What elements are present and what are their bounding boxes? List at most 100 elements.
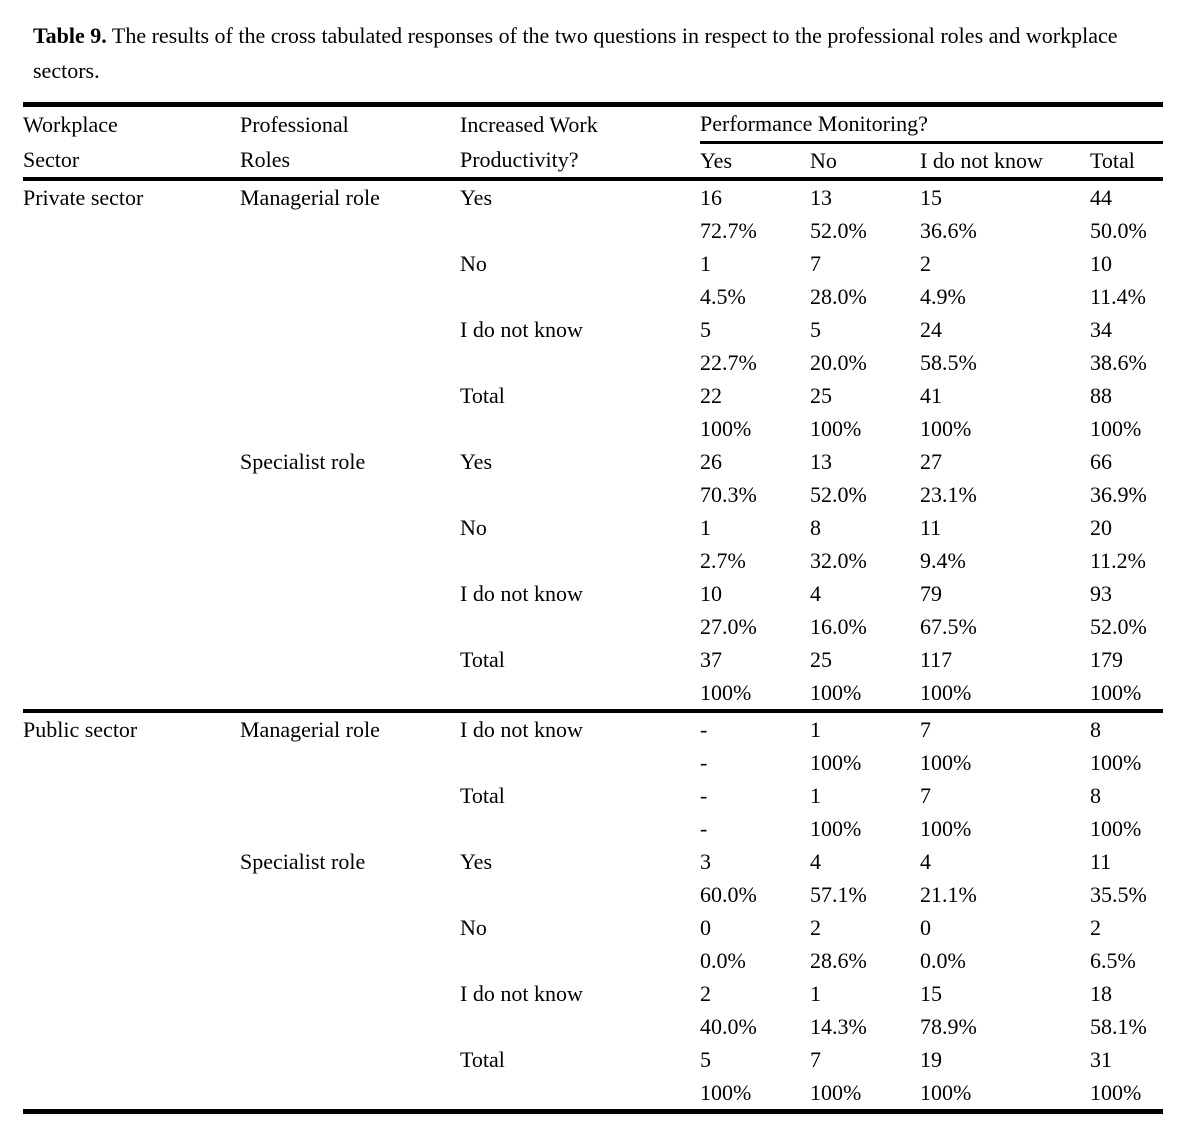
table-caption-text: The results of the cross tabulated respo… [33, 23, 1118, 83]
count-cell: 41 [920, 383, 942, 408]
count-cell: 10 [700, 581, 722, 606]
count-cell: 5 [700, 1047, 711, 1072]
table-row: Private sector Managerial role Yes 16 13 15 44 [23, 179, 1163, 214]
row-label-cell: Total [460, 647, 505, 672]
header-professional-line1: Professional [240, 112, 349, 137]
pct-cell: 50.0% [1090, 218, 1147, 243]
count-cell: 117 [920, 647, 953, 672]
pct-cell: 100% [810, 416, 862, 441]
table-row: 0.0% 28.6% 0.0% 6.5% [23, 944, 1163, 977]
pct-cell: 78.9% [920, 1014, 977, 1039]
header-sub-idontknow: I do not know [920, 142, 1090, 181]
row-label-cell: Total [460, 1047, 505, 1072]
pct-cell: 100% [920, 416, 972, 441]
header-row-main: Workplace Sector Professional Roles Incr… [23, 104, 1163, 181]
pct-cell: 100% [810, 680, 862, 705]
pct-cell: 100% [920, 816, 972, 841]
header-row-sub: Yes No I do not know Total [23, 142, 1163, 181]
table-caption: Table 9. The results of the cross tabula… [33, 18, 1165, 88]
pct-cell: 40.0% [700, 1014, 757, 1039]
count-cell: 1 [700, 251, 711, 276]
count-cell: 7 [810, 251, 821, 276]
header-performance-monitoring: Performance Monitoring? [700, 104, 1163, 144]
count-cell: 0 [700, 915, 711, 940]
count-cell: 3 [700, 849, 711, 874]
count-cell: - [700, 709, 810, 746]
pct-cell: 58.5% [920, 350, 977, 375]
count-cell: 2 [700, 981, 711, 1006]
pct-cell: 60.0% [700, 882, 757, 907]
pct-cell: 35.5% [1090, 882, 1147, 907]
pct-cell: 100% [810, 1080, 862, 1105]
table-row: Total - 1 7 8 [23, 779, 1163, 812]
pct-cell: 16.0% [810, 614, 867, 639]
count-cell: 8 [1090, 709, 1163, 746]
pct-cell: 14.3% [810, 1014, 867, 1039]
table-row: 60.0% 57.1% 21.1% 35.5% [23, 878, 1163, 911]
header-sub-yes: Yes [700, 142, 810, 181]
table-row: I do not know 2 1 15 18 [23, 977, 1163, 1010]
pct-cell: 100% [1090, 816, 1142, 841]
table-row: 70.3% 52.0% 23.1% 36.9% [23, 478, 1163, 511]
count-cell: 79 [920, 581, 942, 606]
count-cell: 2 [1090, 915, 1101, 940]
count-cell: 1 [810, 981, 821, 1006]
table-row: No 1 7 2 10 [23, 247, 1163, 280]
row-label-cell: No [460, 515, 487, 540]
pct-cell: 100% [1090, 1080, 1142, 1105]
role-cell: Specialist role [240, 849, 366, 874]
row-label-cell: No [460, 915, 487, 940]
pct-cell: 9.4% [920, 548, 966, 573]
header-increased-productivity: Increased Work Productivity? [460, 104, 700, 181]
count-cell: 20 [1090, 515, 1112, 540]
count-cell: 88 [1090, 383, 1112, 408]
pct-cell: 100% [1090, 680, 1142, 705]
count-cell: 5 [810, 317, 821, 342]
pct-cell: 22.7% [700, 350, 757, 375]
pct-cell: 52.0% [1090, 614, 1147, 639]
pct-cell: 57.1% [810, 882, 867, 907]
count-cell: 179 [1090, 647, 1123, 672]
pct-cell: 58.1% [1090, 1014, 1147, 1039]
header-productivity-line1: Increased Work [460, 112, 598, 137]
row-label-cell: I do not know [460, 581, 583, 606]
count-cell: 93 [1090, 581, 1112, 606]
pct-cell: - [700, 816, 708, 841]
count-cell: 4 [810, 849, 821, 874]
pct-cell: 36.6% [920, 218, 977, 243]
table-row: - 100% 100% 100% [23, 812, 1163, 845]
role-cell: Specialist role [240, 449, 366, 474]
pct-cell: 100% [810, 816, 862, 841]
row-label-cell: Total [460, 383, 505, 408]
header-workplace-line1: Workplace [23, 112, 118, 137]
pct-cell: 100% [1090, 416, 1142, 441]
count-cell: 11 [920, 515, 942, 540]
count-cell: 24 [920, 317, 942, 342]
pct-cell: 72.7% [700, 218, 757, 243]
count-cell: 16 [700, 185, 722, 210]
count-cell: 1 [700, 515, 711, 540]
pct-cell: 11.2% [1090, 548, 1147, 573]
table-row: Public sector Managerial role I do not kno… [23, 709, 1163, 1112]
count-cell: 13 [810, 449, 832, 474]
count-cell: 8 [810, 515, 821, 540]
table-row: Total 37 25 117 179 [23, 643, 1163, 676]
sector-cell: Private sector [23, 185, 144, 210]
table-row: 100% 100% 100% 100% [23, 412, 1163, 445]
count-cell: - [700, 783, 708, 808]
header-sub-total: Total [1090, 142, 1163, 181]
pct-cell: 52.0% [810, 218, 867, 243]
count-cell: 8 [1090, 783, 1101, 808]
pct-cell: 100% [1090, 750, 1142, 775]
sector-cell: Public sector [23, 709, 240, 1112]
table-caption-label: Table 9. [33, 23, 107, 48]
pct-cell: 52.0% [810, 482, 867, 507]
pct-cell: 100% [810, 750, 862, 775]
row-label-cell: Total [460, 783, 505, 808]
count-cell: 15 [920, 981, 942, 1006]
role-cell: Managerial role [240, 185, 380, 210]
count-cell: 26 [700, 449, 722, 474]
pct-cell: 0.0% [920, 948, 966, 973]
table-row: Total 22 25 41 88 [23, 379, 1163, 412]
count-cell: 0 [920, 915, 931, 940]
